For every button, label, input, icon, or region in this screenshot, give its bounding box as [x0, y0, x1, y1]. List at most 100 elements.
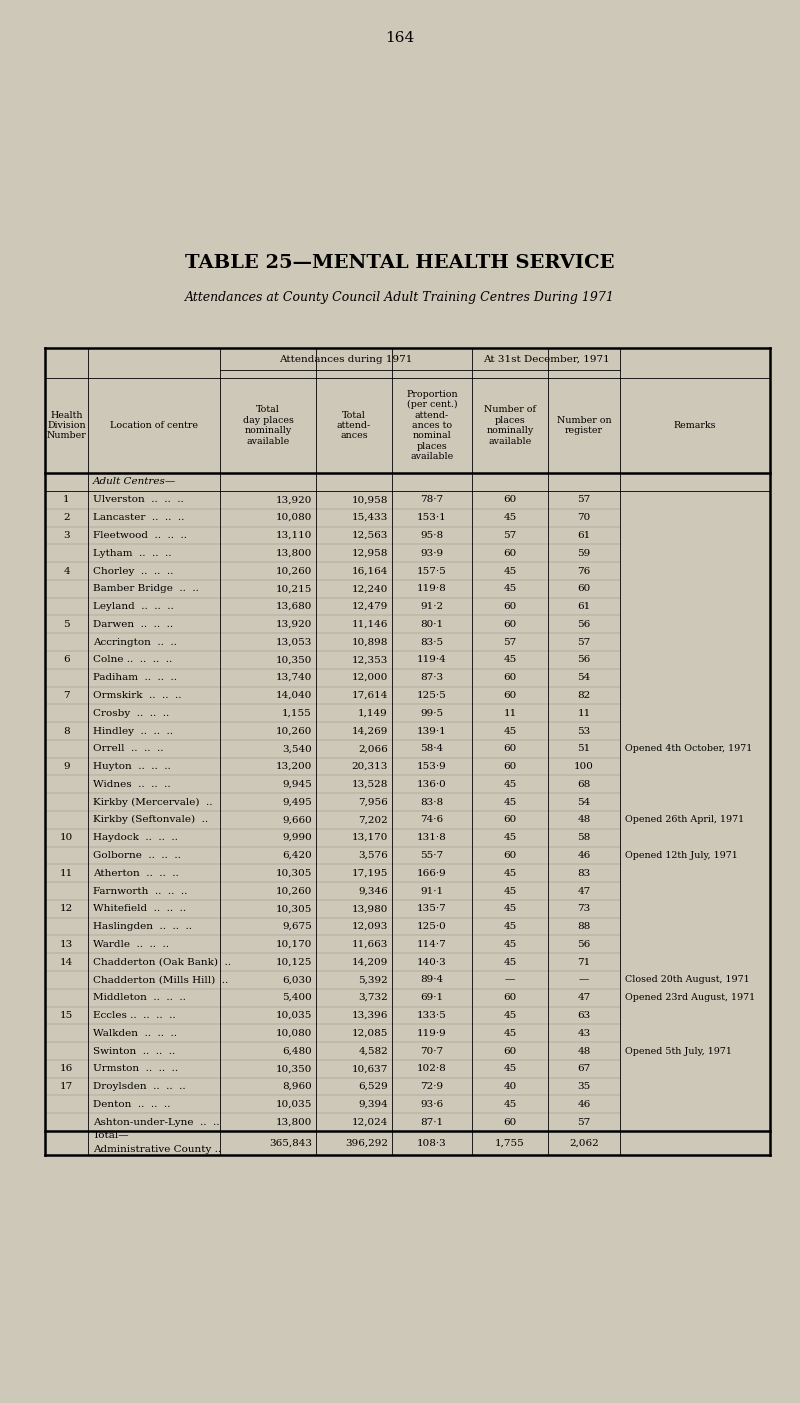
Text: 10,080: 10,080: [276, 1028, 312, 1038]
Text: Ashton-under-Lyne  ..  ..: Ashton-under-Lyne .. ..: [93, 1118, 219, 1127]
Text: Swinton  ..  ..  ..: Swinton .. .. ..: [93, 1047, 175, 1055]
Text: 125·0: 125·0: [417, 922, 447, 932]
Text: 12,240: 12,240: [352, 584, 388, 593]
Text: 45: 45: [503, 905, 517, 913]
Text: Health
Division
Number: Health Division Number: [46, 411, 86, 441]
Text: Bamber Bridge  ..  ..: Bamber Bridge .. ..: [93, 584, 199, 593]
Text: 100: 100: [574, 762, 594, 772]
Text: 54: 54: [578, 798, 590, 807]
Text: 10,260: 10,260: [276, 567, 312, 575]
Text: 60: 60: [503, 762, 517, 772]
Text: 74·6: 74·6: [421, 815, 443, 825]
Text: Golborne  ..  ..  ..: Golborne .. .. ..: [93, 852, 181, 860]
Text: 45: 45: [503, 940, 517, 948]
Text: 10,305: 10,305: [276, 905, 312, 913]
Text: 17,614: 17,614: [352, 690, 388, 700]
Text: 45: 45: [503, 887, 517, 895]
Text: 12,958: 12,958: [352, 549, 388, 558]
Text: 67: 67: [578, 1065, 590, 1073]
Text: Walkden  ..  ..  ..: Walkden .. .. ..: [93, 1028, 177, 1038]
Text: 12,093: 12,093: [352, 922, 388, 932]
Text: 9,495: 9,495: [282, 798, 312, 807]
Text: 4: 4: [63, 567, 70, 575]
Text: Urmston  ..  ..  ..: Urmston .. .. ..: [93, 1065, 178, 1073]
Text: Lancaster  ..  ..  ..: Lancaster .. .. ..: [93, 513, 184, 522]
Text: 119·4: 119·4: [417, 655, 447, 665]
Text: 2,066: 2,066: [358, 744, 388, 753]
Text: 16,164: 16,164: [352, 567, 388, 575]
Text: Kirkby (Seftonvale)  ..: Kirkby (Seftonvale) ..: [93, 815, 208, 825]
Text: 13,528: 13,528: [352, 780, 388, 788]
Text: 56: 56: [578, 620, 590, 629]
Text: 46: 46: [578, 1100, 590, 1108]
Text: 135·7: 135·7: [417, 905, 447, 913]
Text: 2,062: 2,062: [569, 1138, 599, 1148]
Text: 8: 8: [63, 727, 70, 735]
Text: 6,030: 6,030: [282, 975, 312, 985]
Text: —: —: [505, 975, 515, 985]
Text: 91·2: 91·2: [421, 602, 443, 612]
Text: 60: 60: [503, 993, 517, 1002]
Text: 45: 45: [503, 798, 517, 807]
Text: 1: 1: [63, 495, 70, 505]
Text: 60: 60: [503, 495, 517, 505]
Text: Darwen  ..  ..  ..: Darwen .. .. ..: [93, 620, 173, 629]
Text: 58·4: 58·4: [421, 744, 443, 753]
Text: Total—: Total—: [93, 1131, 130, 1141]
Text: 11,146: 11,146: [352, 620, 388, 629]
Text: 140·3: 140·3: [417, 958, 447, 967]
Text: 9,945: 9,945: [282, 780, 312, 788]
Text: 60: 60: [503, 602, 517, 612]
Text: 7,202: 7,202: [358, 815, 388, 825]
Text: 57: 57: [578, 1118, 590, 1127]
Text: 13: 13: [60, 940, 73, 948]
Text: 13,053: 13,053: [276, 637, 312, 647]
Text: Location of centre: Location of centre: [110, 421, 198, 429]
Text: 2: 2: [63, 513, 70, 522]
Text: 71: 71: [578, 958, 590, 967]
Text: 9: 9: [63, 762, 70, 772]
Text: 60: 60: [578, 584, 590, 593]
Text: 14,209: 14,209: [352, 958, 388, 967]
Text: Chadderton (Oak Bank)  ..: Chadderton (Oak Bank) ..: [93, 958, 231, 967]
Text: Crosby  ..  ..  ..: Crosby .. .. ..: [93, 709, 170, 718]
Text: 17,195: 17,195: [352, 868, 388, 878]
Text: Accrington  ..  ..: Accrington .. ..: [93, 637, 177, 647]
Text: 15: 15: [60, 1012, 73, 1020]
Text: 15,433: 15,433: [352, 513, 388, 522]
Text: 6: 6: [63, 655, 70, 665]
Text: 13,396: 13,396: [352, 1012, 388, 1020]
Text: Leyland  ..  ..  ..: Leyland .. .. ..: [93, 602, 174, 612]
Text: 1,755: 1,755: [495, 1138, 525, 1148]
Text: 45: 45: [503, 922, 517, 932]
Text: 365,843: 365,843: [269, 1138, 312, 1148]
Text: 20,313: 20,313: [352, 762, 388, 772]
Text: 10,958: 10,958: [352, 495, 388, 505]
Text: 4,582: 4,582: [358, 1047, 388, 1055]
Text: Fleetwood  ..  ..  ..: Fleetwood .. .. ..: [93, 530, 187, 540]
Text: 48: 48: [578, 815, 590, 825]
Text: 45: 45: [503, 833, 517, 842]
Text: Atherton  ..  ..  ..: Atherton .. .. ..: [93, 868, 178, 878]
Text: 83·8: 83·8: [421, 798, 443, 807]
Text: 12,479: 12,479: [352, 602, 388, 612]
Text: 60: 60: [503, 744, 517, 753]
Text: Haslingden  ..  ..  ..: Haslingden .. .. ..: [93, 922, 192, 932]
Text: 80·1: 80·1: [421, 620, 443, 629]
Text: Farnworth  ..  ..  ..: Farnworth .. .. ..: [93, 887, 187, 895]
Text: Opened 26th April, 1971: Opened 26th April, 1971: [625, 815, 744, 825]
Text: 12,563: 12,563: [352, 530, 388, 540]
Text: 10,170: 10,170: [276, 940, 312, 948]
Text: 73: 73: [578, 905, 590, 913]
Text: 6,529: 6,529: [358, 1082, 388, 1092]
Text: 10,898: 10,898: [352, 637, 388, 647]
Text: 60: 60: [503, 690, 517, 700]
Text: 13,800: 13,800: [276, 1118, 312, 1127]
Text: 55·7: 55·7: [421, 852, 443, 860]
Text: 10,350: 10,350: [276, 1065, 312, 1073]
Text: 13,170: 13,170: [352, 833, 388, 842]
Text: 10,035: 10,035: [276, 1012, 312, 1020]
Text: 93·6: 93·6: [421, 1100, 443, 1108]
Text: 60: 60: [503, 1047, 517, 1055]
Text: 108·3: 108·3: [417, 1138, 447, 1148]
